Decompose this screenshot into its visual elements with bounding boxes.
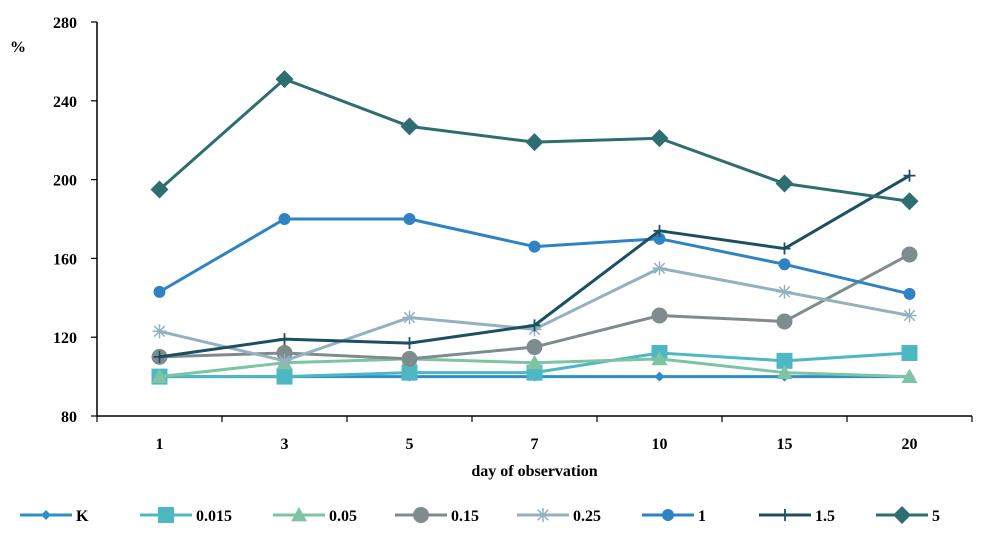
data-point bbox=[528, 319, 541, 332]
data-point bbox=[775, 174, 794, 193]
data-point bbox=[152, 324, 167, 339]
data-point bbox=[526, 339, 543, 356]
series-layer bbox=[150, 70, 919, 385]
data-point bbox=[653, 232, 666, 245]
data-point bbox=[401, 364, 418, 381]
data-point bbox=[403, 337, 416, 350]
data-point bbox=[150, 180, 169, 199]
x-tick-label: 7 bbox=[531, 436, 539, 453]
data-point bbox=[776, 364, 793, 380]
x-ticks: 1 3 5 7 10 15 20 bbox=[96, 416, 973, 453]
x-tick-label: 1 bbox=[156, 436, 164, 453]
data-point bbox=[652, 261, 667, 276]
data-point bbox=[903, 169, 916, 182]
legend-marker bbox=[536, 508, 550, 522]
legend-marker bbox=[291, 507, 307, 522]
legend-marker bbox=[779, 509, 791, 521]
legend-marker bbox=[413, 507, 429, 523]
legend-label: 5 bbox=[932, 508, 940, 525]
legend-marker bbox=[158, 507, 174, 523]
legend-item: 1 bbox=[642, 508, 706, 525]
data-point bbox=[276, 368, 293, 385]
legend-item: 0.015 bbox=[140, 507, 232, 525]
legend-item: 0.05 bbox=[273, 507, 357, 525]
y-ticks: 80 120 160 200 240 280 bbox=[53, 15, 97, 426]
x-tick-label: 20 bbox=[902, 436, 918, 453]
x-tick-label: 15 bbox=[777, 436, 793, 453]
series-1 bbox=[153, 213, 916, 300]
data-point bbox=[903, 287, 916, 300]
legend-label: 0.05 bbox=[329, 508, 357, 525]
legend-item: 0.25 bbox=[517, 508, 601, 525]
legend-item: K bbox=[20, 508, 89, 525]
x-axis-label: day of observation bbox=[471, 463, 597, 480]
legend-label: 0.25 bbox=[573, 508, 601, 525]
data-point bbox=[277, 353, 292, 368]
data-point bbox=[653, 224, 666, 237]
data-point bbox=[901, 246, 918, 263]
legend-marker bbox=[893, 506, 911, 524]
data-point bbox=[401, 350, 418, 367]
data-point bbox=[650, 129, 669, 148]
data-point bbox=[900, 192, 919, 211]
legend: K 0.015 0.05 0.15 0.25 1 1.5 5 bbox=[20, 506, 940, 525]
data-point bbox=[777, 284, 792, 299]
legend-item: 1.5 bbox=[759, 508, 835, 525]
y-tick-label: 160 bbox=[53, 251, 77, 268]
y-axis-label: % bbox=[10, 39, 26, 56]
data-point bbox=[902, 308, 917, 323]
y-tick-label: 120 bbox=[53, 330, 77, 347]
y-tick-label: 80 bbox=[61, 409, 77, 426]
legend-item: 5 bbox=[876, 506, 940, 525]
data-point bbox=[778, 242, 791, 255]
data-point bbox=[400, 117, 419, 136]
x-tick-label: 3 bbox=[281, 436, 289, 453]
legend-label: 0.15 bbox=[451, 508, 479, 525]
y-tick-label: 280 bbox=[53, 15, 77, 32]
data-point bbox=[402, 310, 417, 325]
y-tick-label: 200 bbox=[53, 173, 77, 190]
series-0.15 bbox=[151, 246, 918, 367]
y-tick-label: 240 bbox=[53, 94, 77, 111]
x-tick-label: 10 bbox=[652, 436, 668, 453]
legend-label: 0.015 bbox=[196, 508, 232, 525]
legend-marker bbox=[41, 510, 51, 520]
data-point bbox=[528, 240, 541, 253]
data-point bbox=[275, 70, 294, 89]
data-point bbox=[776, 352, 793, 369]
data-point bbox=[278, 213, 291, 225]
legend-label: 1.5 bbox=[815, 508, 835, 525]
data-point bbox=[526, 354, 543, 370]
data-point bbox=[651, 350, 668, 366]
legend-label: 1 bbox=[698, 508, 706, 525]
legend-item: 0.15 bbox=[395, 507, 479, 525]
x-tick-label: 5 bbox=[406, 436, 414, 453]
data-point bbox=[901, 344, 918, 361]
data-point bbox=[153, 350, 166, 363]
data-point bbox=[778, 258, 791, 271]
legend-label: K bbox=[76, 508, 89, 525]
data-point bbox=[278, 333, 291, 346]
data-point bbox=[651, 307, 668, 324]
data-point bbox=[901, 368, 918, 383]
series-line bbox=[158, 217, 910, 296]
data-point bbox=[525, 133, 544, 152]
series-1.5 bbox=[153, 169, 916, 363]
data-point bbox=[151, 368, 168, 383]
data-point bbox=[654, 371, 665, 382]
series-5 bbox=[150, 70, 919, 211]
legend-marker bbox=[662, 509, 674, 521]
data-point bbox=[776, 313, 793, 330]
data-point bbox=[153, 285, 166, 298]
series-0.015 bbox=[151, 344, 918, 385]
data-point bbox=[403, 213, 416, 225]
